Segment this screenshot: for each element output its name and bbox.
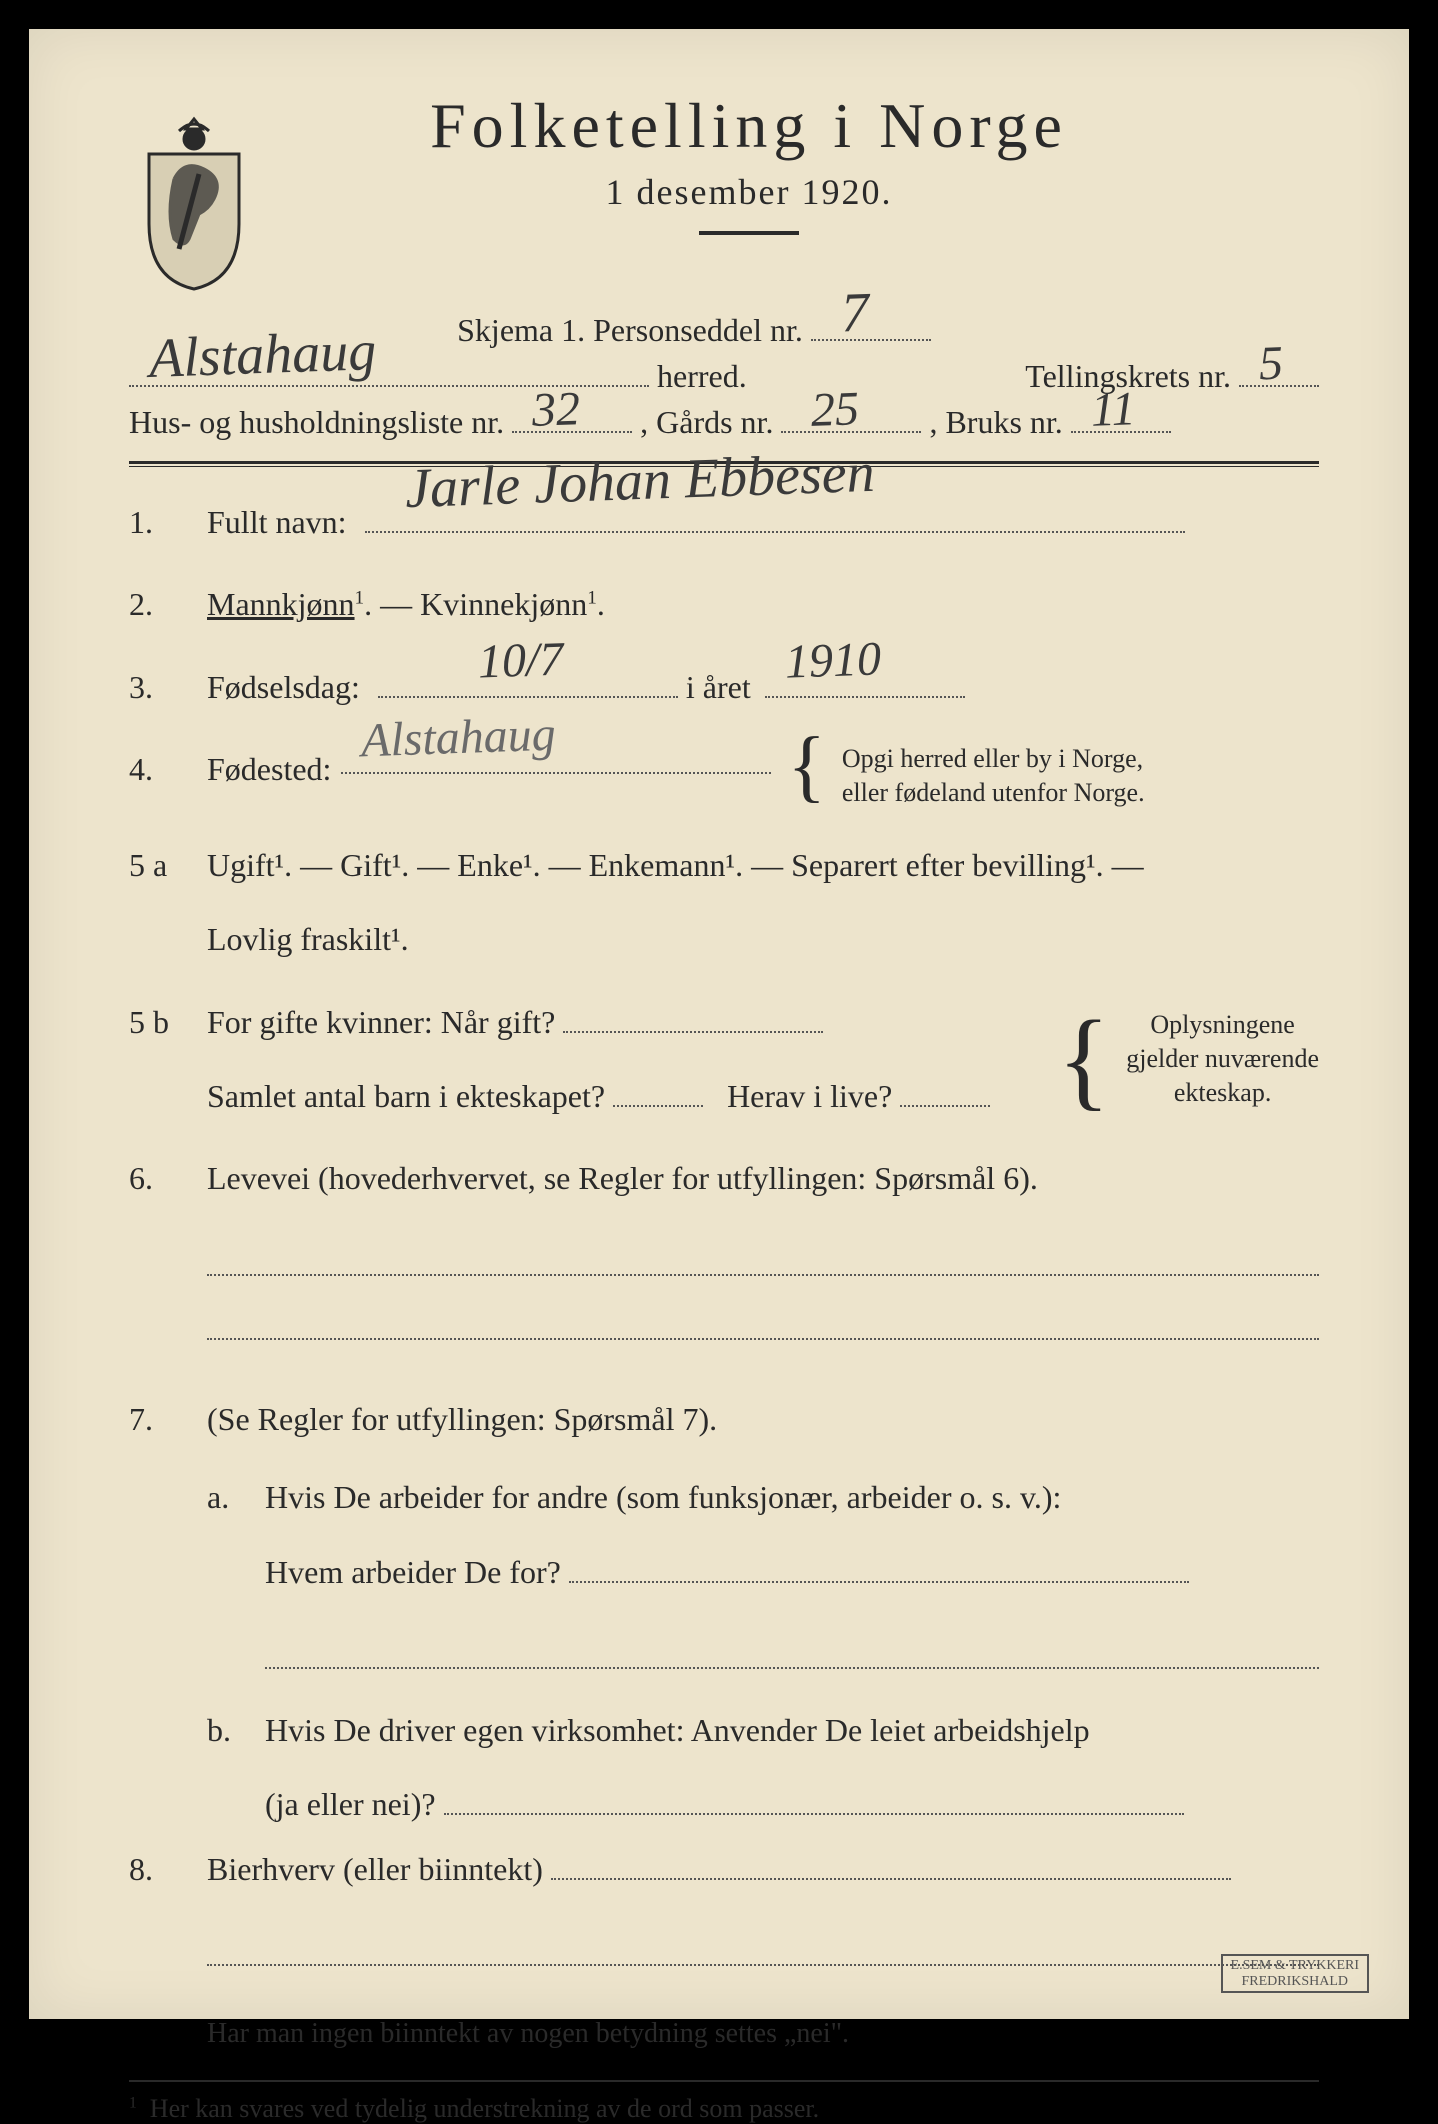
q2-row: 2. Mannkjønn1. — Kvinnekjønn1.: [129, 577, 1319, 631]
q5a-opts: Ugift¹. — Gift¹. — Enke¹. — Enkemann¹. —…: [207, 838, 1319, 892]
q7b-label: b.: [207, 1703, 247, 1832]
q2-kvinne: Kvinnekjønn: [420, 586, 587, 622]
q3-year: 1910: [783, 619, 882, 704]
husliste-nr: 32: [531, 381, 581, 438]
q7b-line2: (ja eller nei)?: [265, 1786, 436, 1822]
meta-block: Skjema 1. Personseddel nr. 7 Alstahaug h…: [129, 309, 1319, 441]
personseddel-nr: 7: [840, 281, 870, 346]
q5b-line2b: Herav i live?: [727, 1078, 892, 1114]
q1-row: 1. Fullt navn: Jarle Johan Ebbesen: [129, 495, 1319, 549]
q2-mann: Mannkjønn: [207, 586, 355, 622]
q3-year-label: i året: [686, 669, 751, 705]
herred-label: herred.: [657, 358, 747, 395]
skjema-label: Skjema 1. Personseddel nr.: [457, 312, 803, 349]
q8-row: 8. Bierhverv (eller biinntekt): [129, 1842, 1319, 1990]
q4-value: Alstahaug: [360, 693, 557, 781]
tellingskrets-nr: 5: [1258, 336, 1284, 392]
q4-row: 4. Fødested: Alstahaug { Opgi herred ell…: [129, 742, 1319, 810]
title-block: Folketelling i Norge 1 desember 1920.: [299, 89, 1319, 263]
q6-row: 6. Levevei (hovederhvervet, se Regler fo…: [129, 1151, 1319, 1363]
q3-num: 3.: [129, 660, 189, 714]
brace-icon: {: [1057, 1026, 1110, 1092]
husliste-label: Hus- og husholdningsliste nr.: [129, 404, 504, 441]
q1-num: 1.: [129, 495, 189, 549]
q5b-line2a: Samlet antal barn i ekteskapet?: [207, 1078, 605, 1114]
q2-num: 2.: [129, 577, 189, 631]
q5b-row: 5 b For gifte kvinner: Når gift? Samlet …: [129, 995, 1319, 1124]
brace-icon: {: [787, 742, 825, 790]
title-rule: [699, 231, 799, 235]
q5a-opts2: Lovlig fraskilt¹.: [207, 912, 1319, 966]
q7-row: 7. (Se Regler for utfyllingen: Spørsmål …: [129, 1392, 1319, 1832]
q5b-note: Oplysningene gjelder nuværende ekteskap.: [1126, 1008, 1319, 1109]
q8-num: 8.: [129, 1842, 189, 1896]
footer-rule: [129, 2080, 1319, 2082]
printer-stamp: E.SEM & TRYKKERI FREDRIKSHALD: [1221, 1954, 1369, 1993]
q7-intro: (Se Regler for utfyllingen: Spørsmål 7).: [207, 1392, 1319, 1446]
q3-day: 10/7: [476, 619, 564, 704]
coat-of-arms-icon: [129, 109, 259, 299]
q3-label: Fødselsdag:: [207, 669, 360, 705]
q8-label: Bierhverv (eller biinntekt): [207, 1851, 543, 1887]
q1-value: Jarle Johan Ebbesen: [403, 426, 876, 538]
herred-value: Alstahaug: [148, 319, 377, 391]
q5b-line1a: For gifte kvinner: Når gift?: [207, 1004, 555, 1040]
sub-title: 1 desember 1920.: [299, 171, 1199, 213]
bruks-nr: 11: [1090, 381, 1136, 438]
census-form-page: Folketelling i Norge 1 desember 1920. Sk…: [29, 29, 1409, 2019]
q6-num: 6.: [129, 1151, 189, 1205]
q4-label: Fødested:: [207, 742, 331, 796]
q6-text: Levevei (hovederhvervet, se Regler for u…: [207, 1151, 1319, 1205]
q5a-num: 5 a: [129, 838, 189, 892]
q7a-label: a.: [207, 1470, 247, 1693]
q4-num: 4.: [129, 742, 189, 796]
q3-row: 3. Fødselsdag: 10/7 i året 1910: [129, 660, 1319, 714]
bruks-label: Bruks nr.: [945, 404, 1062, 441]
q7b-line1: Hvis De driver egen virksomhet: Anvender…: [265, 1703, 1319, 1757]
main-title: Folketelling i Norge: [299, 89, 1199, 163]
q5b-num: 5 b: [129, 995, 189, 1049]
footer-note1: Har man ingen biinntekt av nogen betydni…: [207, 2018, 1319, 2050]
q7a-line1: Hvis De arbeider for andre (som funksjon…: [265, 1470, 1319, 1524]
q1-label: Fullt navn:: [207, 504, 347, 540]
q5a-row: 5 a Ugift¹. — Gift¹. — Enke¹. — Enkemann…: [129, 838, 1319, 967]
q7a-line2: Hvem arbeider De for?: [265, 1554, 561, 1590]
q4-note: Opgi herred eller by i Norge, eller føde…: [842, 742, 1145, 810]
footer-note2: 1 Her kan svares ved tydelig understrekn…: [129, 2094, 1319, 2124]
header: Folketelling i Norge 1 desember 1920.: [129, 89, 1319, 299]
q7-num: 7.: [129, 1392, 189, 1446]
